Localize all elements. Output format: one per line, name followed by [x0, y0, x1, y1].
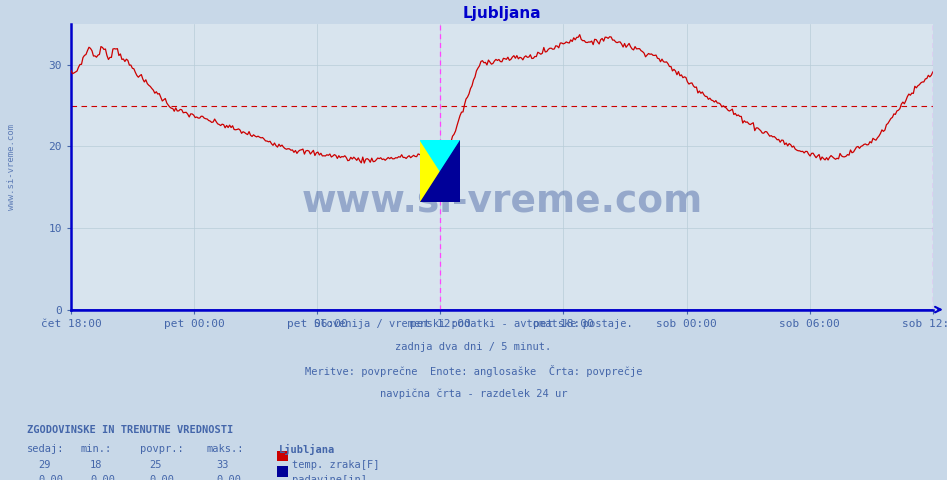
Text: 29: 29 — [38, 460, 50, 470]
Text: navpična črta - razdelek 24 ur: navpična črta - razdelek 24 ur — [380, 388, 567, 399]
Text: 33: 33 — [216, 460, 228, 470]
Text: 0,00: 0,00 — [150, 475, 174, 480]
Polygon shape — [420, 140, 460, 202]
Text: 18: 18 — [90, 460, 102, 470]
Text: www.si-vreme.com: www.si-vreme.com — [301, 183, 703, 219]
Text: sedaj:: sedaj: — [27, 444, 64, 454]
Text: povpr.:: povpr.: — [140, 444, 184, 454]
Text: Slovenija / vremenski podatki - avtomatske postaje.: Slovenija / vremenski podatki - avtomats… — [314, 319, 633, 329]
Text: maks.:: maks.: — [206, 444, 244, 454]
Text: www.si-vreme.com: www.si-vreme.com — [7, 124, 16, 210]
Text: temp. zraka[F]: temp. zraka[F] — [292, 460, 379, 470]
Text: min.:: min.: — [80, 444, 112, 454]
Text: ZGODOVINSKE IN TRENUTNE VREDNOSTI: ZGODOVINSKE IN TRENUTNE VREDNOSTI — [27, 425, 233, 435]
Text: 0,00: 0,00 — [90, 475, 115, 480]
Text: Meritve: povprečne  Enote: anglosaške  Črta: povprečje: Meritve: povprečne Enote: anglosaške Črt… — [305, 365, 642, 377]
Text: 0,00: 0,00 — [38, 475, 63, 480]
Text: 0,00: 0,00 — [216, 475, 241, 480]
Polygon shape — [420, 140, 460, 202]
Text: Ljubljana: Ljubljana — [279, 444, 335, 455]
Text: 25: 25 — [150, 460, 162, 470]
Text: zadnja dva dni / 5 minut.: zadnja dva dni / 5 minut. — [396, 342, 551, 352]
Title: Ljubljana: Ljubljana — [462, 6, 542, 22]
Text: padavine[in]: padavine[in] — [292, 475, 366, 480]
